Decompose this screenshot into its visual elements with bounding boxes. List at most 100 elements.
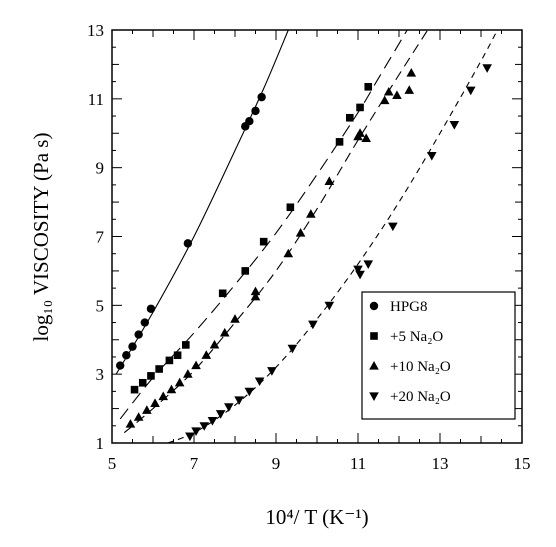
data-point <box>355 270 365 280</box>
fit-curve <box>165 30 498 443</box>
data-point <box>356 103 364 112</box>
data-point <box>185 432 195 442</box>
data-point <box>173 351 182 360</box>
data-point <box>267 367 277 376</box>
data-point <box>250 291 261 301</box>
data-point <box>125 419 136 428</box>
y-tick-label: 13 <box>87 21 104 40</box>
data-point <box>191 427 201 436</box>
data-point <box>122 351 131 360</box>
y-tick-label: 11 <box>88 90 104 109</box>
x-tick-label: 9 <box>272 454 281 473</box>
data-point <box>147 372 155 380</box>
data-point <box>142 405 152 414</box>
data-point <box>183 239 193 248</box>
data-point <box>209 339 220 349</box>
y-tick-label: 7 <box>96 228 105 247</box>
data-point <box>245 117 254 126</box>
data-point <box>138 378 147 387</box>
data-point <box>353 265 363 275</box>
data-point <box>364 82 373 91</box>
data-point <box>128 342 137 351</box>
data-point <box>165 356 174 365</box>
x-tick-label: 7 <box>190 454 199 473</box>
data-point <box>230 314 240 323</box>
data-point <box>392 90 402 99</box>
legend-marker <box>369 301 379 311</box>
data-point <box>335 138 344 146</box>
x-axis-title: 10⁴/ T (K⁻¹) <box>265 505 368 529</box>
data-point <box>166 384 177 394</box>
legend-marker <box>370 332 378 340</box>
data-point <box>130 385 139 394</box>
y-tick-label: 5 <box>96 296 105 315</box>
x-tick-label: 13 <box>432 454 449 473</box>
data-point <box>218 289 227 298</box>
x-tick-label: 5 <box>108 454 117 473</box>
legend-marker <box>369 392 379 401</box>
data-point <box>482 64 492 73</box>
data-point <box>250 286 261 296</box>
data-point <box>295 228 306 237</box>
data-point <box>201 350 212 359</box>
data-point <box>241 267 250 275</box>
data-point <box>383 86 394 96</box>
fit-curve <box>115 30 289 375</box>
data-point <box>146 304 156 313</box>
fit-curve <box>119 30 408 420</box>
data-point <box>254 377 265 387</box>
data-point <box>234 396 244 405</box>
legend-marker <box>369 361 379 370</box>
y-tick-label: 1 <box>96 434 105 453</box>
data-point <box>346 113 354 122</box>
data-point <box>388 222 398 232</box>
legend: HPG8 +5 Na₂O +10 Na₂O +20 Na₂O <box>361 291 516 420</box>
data-point <box>379 95 390 105</box>
data-point <box>174 377 185 387</box>
data-point <box>286 203 295 212</box>
legend-label: +10 Na₂O <box>390 359 451 375</box>
data-point <box>182 341 190 349</box>
data-point <box>406 68 417 77</box>
fit-curve <box>123 30 429 434</box>
x-tick-label: 11 <box>350 454 366 473</box>
data-point <box>427 152 437 161</box>
data-point <box>449 121 460 130</box>
data-point <box>324 176 335 186</box>
data-point <box>134 330 143 339</box>
data-markers <box>116 64 492 442</box>
data-point <box>224 403 234 412</box>
data-point <box>287 344 298 354</box>
data-point <box>155 365 163 373</box>
data-point <box>361 133 371 143</box>
data-point <box>215 410 226 419</box>
data-point <box>158 391 169 401</box>
legend-label: HPG8 <box>390 299 428 315</box>
data-point <box>116 361 125 370</box>
data-point <box>404 85 415 94</box>
data-point <box>244 387 255 397</box>
data-point <box>183 369 193 378</box>
legend-label: +5 Na₂O <box>390 329 443 345</box>
data-point <box>207 417 218 426</box>
data-point <box>259 237 268 246</box>
y-tick-label: 3 <box>96 365 105 384</box>
data-point <box>355 128 365 137</box>
x-tick-label: 15 <box>514 454 531 473</box>
data-point <box>306 209 316 218</box>
legend-box <box>361 291 516 420</box>
data-point <box>251 106 260 116</box>
data-point <box>199 422 210 431</box>
data-point <box>308 320 318 330</box>
data-point <box>283 248 294 258</box>
legend-label: +20 Na₂O <box>390 389 451 405</box>
data-point <box>191 360 201 370</box>
fit-curves <box>115 30 498 443</box>
data-point <box>150 398 160 408</box>
data-point <box>219 327 230 337</box>
y-axis-title: log₁₀ VISCOSITY (Pa s) <box>29 133 53 342</box>
data-point <box>257 92 266 102</box>
data-point <box>140 318 149 327</box>
